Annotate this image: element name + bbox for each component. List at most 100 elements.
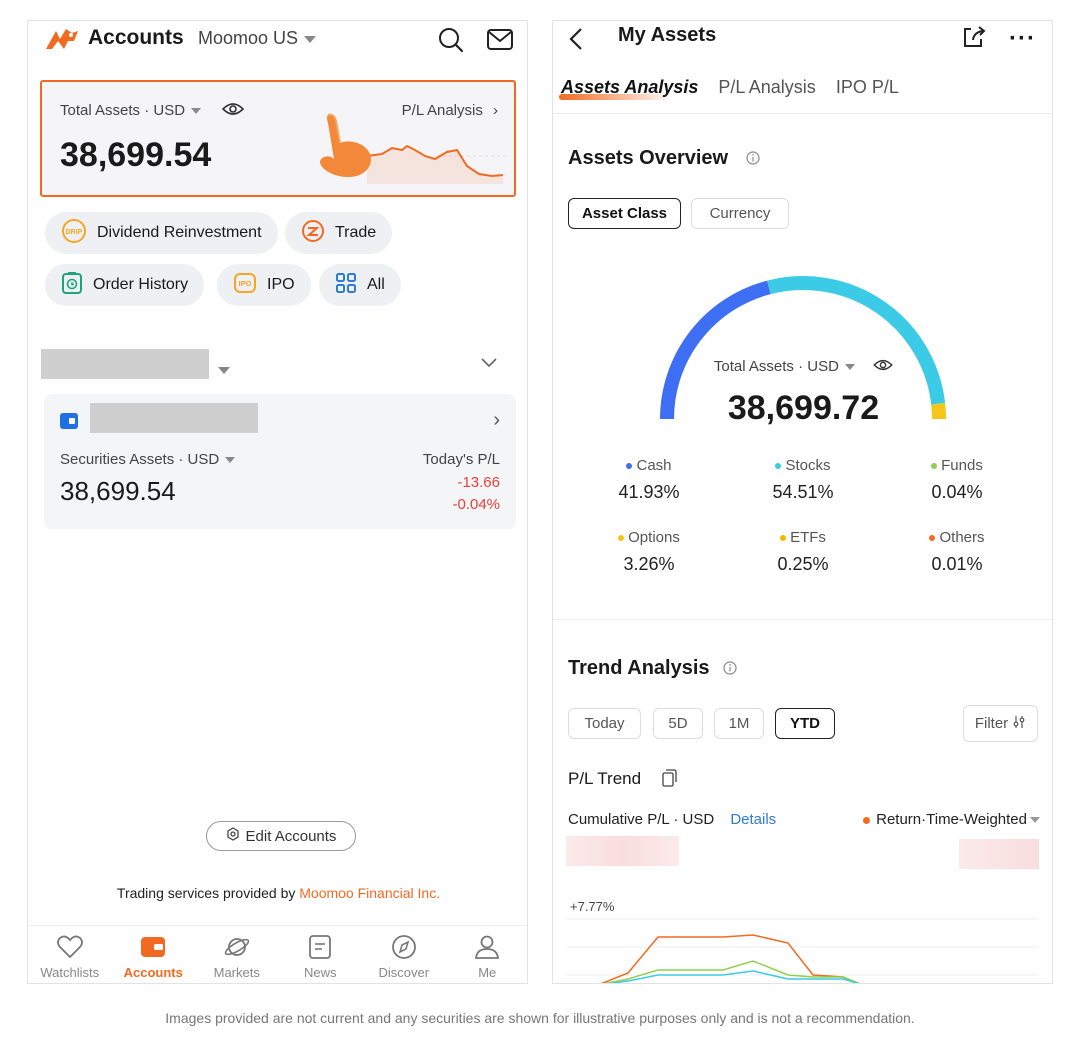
- tab-watchlists[interactable]: Watchlists: [28, 926, 112, 983]
- eye-icon[interactable]: [873, 359, 893, 376]
- share-icon[interactable]: [961, 24, 987, 55]
- sliders-icon: [1012, 715, 1026, 733]
- section-divider: [553, 619, 1052, 620]
- total-assets-label-row[interactable]: Total Assets · USD: [60, 102, 202, 119]
- chevron-right-icon[interactable]: ›: [493, 409, 500, 431]
- tab-accounts[interactable]: Accounts: [112, 926, 196, 983]
- range-1m[interactable]: 1M: [714, 708, 764, 739]
- legend-funds: Funds 0.04%: [877, 457, 1037, 503]
- filter-label: Filter: [974, 715, 1009, 732]
- edit-accounts-button[interactable]: Edit Accounts: [206, 821, 356, 851]
- redacted-pl-value: [566, 836, 679, 866]
- legend-name: Others: [939, 529, 985, 546]
- details-link[interactable]: Details: [730, 811, 777, 828]
- pl-analysis-label: P/L Analysis: [401, 102, 483, 119]
- segment-currency[interactable]: Currency: [691, 198, 789, 229]
- gauge-total-label-row[interactable]: Total Assets · USD: [553, 358, 1052, 376]
- chevron-down-icon: [1030, 817, 1040, 824]
- tab-label: Markets: [213, 965, 260, 980]
- legend-name: Cash: [636, 457, 672, 474]
- collapse-chevron-icon[interactable]: [480, 356, 498, 374]
- legend-dot: [929, 535, 936, 542]
- tabs-divider: [553, 113, 1052, 114]
- analysis-tabs: Assets Analysis P/L Analysis IPO P/L: [558, 77, 1041, 100]
- range-5d[interactable]: 5D: [653, 708, 703, 739]
- legend-dot: [775, 463, 782, 470]
- cumulative-pl-row: Cumulative P/L · USD Details: [568, 811, 776, 828]
- tab-label: Discover: [378, 965, 430, 980]
- services-disclosure: Trading services provided by Moomoo Fina…: [28, 885, 527, 901]
- return-type-label: Return·Time-Weighted: [876, 811, 1027, 828]
- chevron-right-icon: ›: [493, 102, 498, 119]
- ipo-icon: IPO: [233, 271, 257, 300]
- more-icon[interactable]: ···: [1009, 25, 1036, 52]
- info-icon[interactable]: [746, 151, 760, 170]
- svg-text:DRIP: DRIP: [66, 229, 83, 236]
- tab-me[interactable]: Me: [446, 926, 528, 983]
- segment-asset-class[interactable]: Asset Class: [568, 198, 681, 229]
- legend-percent: 41.93%: [618, 482, 680, 502]
- securities-assets-value: 38,699.54: [60, 476, 176, 506]
- chevron-down-icon: [844, 364, 855, 371]
- tab-ipo-pl[interactable]: IPO P/L: [835, 77, 899, 97]
- chevron-down-icon: [225, 457, 236, 464]
- tab-markets[interactable]: Markets: [195, 926, 279, 983]
- shortcut-all[interactable]: All: [319, 264, 401, 306]
- shortcut-ipo[interactable]: IPO IPO: [217, 264, 311, 306]
- search-icon[interactable]: [437, 26, 465, 59]
- legend-dot: [780, 535, 787, 542]
- pl-trend-label: P/L Trend: [568, 769, 642, 788]
- person-icon: [473, 934, 501, 963]
- tap-hand-icon: [310, 109, 382, 186]
- redacted-return-value: [959, 839, 1039, 869]
- compass-icon: [390, 934, 418, 963]
- chevron-down-icon: [191, 108, 202, 115]
- shortcut-order-history[interactable]: Order History: [45, 264, 205, 306]
- tab-news[interactable]: News: [279, 926, 363, 983]
- range-ytd[interactable]: YTD: [775, 708, 835, 739]
- mail-icon[interactable]: [486, 28, 514, 57]
- shortcut-dividend-reinvestment[interactable]: DRIP Dividend Reinvestment: [45, 212, 278, 254]
- range-today[interactable]: Today: [568, 708, 641, 739]
- y-axis-top-label: +7.77%: [570, 899, 615, 914]
- tab-pl-analysis[interactable]: P/L Analysis: [718, 77, 816, 97]
- wallet-icon: [60, 413, 78, 434]
- chevron-down-icon: [304, 35, 317, 43]
- accounts-screen: Accounts Moomoo US Total Assets · USD P/…: [27, 20, 528, 984]
- copy-icon[interactable]: [661, 769, 677, 792]
- moomoo-logo-icon: [44, 27, 80, 58]
- assets-overview-title: Assets Overview: [568, 147, 729, 169]
- securities-label-row[interactable]: Securities Assets · USD: [60, 451, 236, 468]
- shortcut-trade[interactable]: Trade: [285, 212, 393, 254]
- pl-trend-chart: [553, 913, 1052, 983]
- securities-assets-label: Securities Assets · USD: [60, 451, 220, 468]
- shortcut-label: All: [367, 276, 385, 293]
- account-switcher[interactable]: Moomoo US: [198, 28, 317, 49]
- info-icon[interactable]: [723, 661, 737, 680]
- tab-discover[interactable]: Discover: [362, 926, 446, 983]
- shortcut-label: IPO: [267, 276, 295, 293]
- disclaimer: Images provided are not current and any …: [165, 1010, 915, 1026]
- svg-text:IPO: IPO: [239, 279, 252, 288]
- return-type-select[interactable]: Return·Time-Weighted: [863, 811, 1040, 828]
- eye-icon[interactable]: [221, 101, 245, 122]
- tab-assets-analysis[interactable]: Assets Analysis: [558, 77, 699, 100]
- todays-pl-value: -13.66: [457, 474, 500, 491]
- moomoo-financial-link[interactable]: Moomoo Financial Inc.: [299, 885, 441, 901]
- redacted-account-name: [90, 403, 258, 433]
- legend-stocks: Stocks 54.51%: [723, 457, 883, 503]
- pl-analysis-link[interactable]: P/L Analysis ›: [402, 102, 498, 119]
- legend-percent: 54.51%: [772, 482, 834, 502]
- total-assets-value: 38,699.54: [60, 136, 212, 174]
- return-dot: [863, 816, 871, 824]
- todays-pl-label: Today's P/L: [422, 451, 500, 468]
- total-assets-card[interactable]: Total Assets · USD P/L Analysis › 38,699…: [40, 80, 516, 197]
- filter-button[interactable]: Filter: [963, 705, 1038, 742]
- gauge-stocks-arc: [767, 276, 946, 405]
- back-arrow-icon[interactable]: [567, 26, 587, 57]
- legend-percent: 0.04%: [931, 482, 983, 502]
- trade-icon: [301, 219, 325, 248]
- chevron-down-icon[interactable]: [212, 362, 230, 380]
- legend-dot: [931, 463, 938, 470]
- securities-account-card[interactable]: › Securities Assets · USD 38,699.54 Toda…: [44, 394, 516, 529]
